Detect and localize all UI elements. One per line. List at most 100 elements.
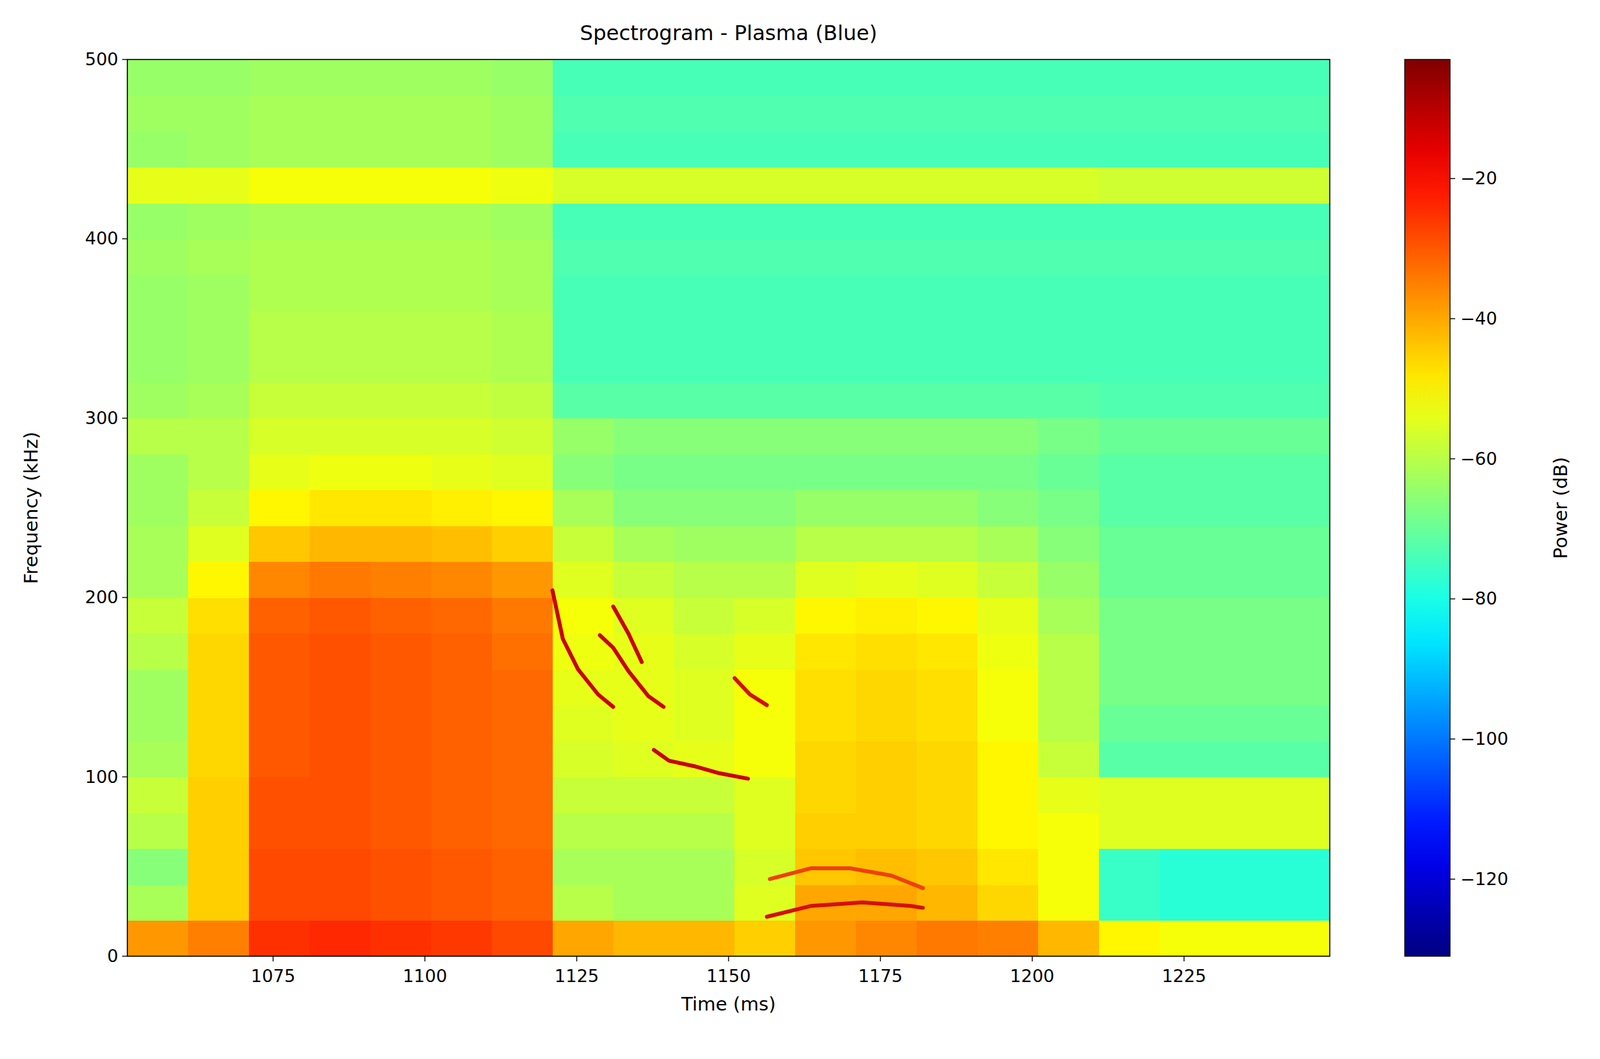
heat-cell	[309, 884, 372, 921]
heat-cell	[188, 777, 250, 814]
heat-cell	[734, 705, 796, 742]
heat-cell	[188, 59, 250, 96]
heat-cell	[613, 525, 675, 562]
y-tick	[122, 955, 128, 957]
heat-cell	[1038, 669, 1100, 706]
heat-cell	[1281, 238, 1330, 275]
heat-cell	[855, 777, 918, 814]
heat-cell	[1281, 131, 1330, 168]
x-tick	[1183, 956, 1185, 962]
heat-cell	[1038, 202, 1100, 240]
heat-cell	[1098, 453, 1161, 491]
heat-cell	[855, 705, 918, 742]
heat-cell	[188, 812, 250, 849]
heat-cell	[613, 382, 675, 419]
heat-cell	[431, 597, 493, 634]
heat-cell	[552, 848, 615, 886]
heat-cell	[916, 310, 979, 347]
heat-cell	[188, 166, 250, 203]
heat-cell	[1038, 95, 1100, 132]
heat-cell	[916, 525, 979, 562]
heat-cell	[552, 525, 615, 562]
heat-cell	[370, 884, 432, 921]
heat-cell	[734, 633, 796, 670]
trace	[769, 868, 924, 889]
y-tick	[122, 597, 128, 598]
heat-cell	[734, 525, 796, 562]
heat-cell	[431, 705, 493, 742]
heat-cell	[734, 346, 796, 383]
heat-cell	[795, 705, 857, 742]
heat-cell	[491, 346, 554, 383]
heat-cell	[1281, 633, 1330, 670]
x-axis-label: Time (ms)	[680, 992, 776, 1015]
heat-cell	[734, 418, 796, 455]
heat-cell	[552, 561, 615, 598]
heat-cell	[795, 274, 857, 311]
heat-cell	[552, 490, 615, 527]
heat-cell	[1098, 131, 1161, 168]
heat-cell	[1159, 884, 1222, 921]
heat-cell	[734, 848, 796, 886]
heat-cell	[431, 848, 493, 886]
heat-cell	[1281, 848, 1330, 886]
heat-cell	[431, 346, 493, 383]
heat-cell	[795, 812, 857, 849]
heat-cell	[248, 812, 311, 849]
heat-cell	[1281, 202, 1330, 240]
heat-cell	[795, 166, 857, 203]
heat-cell	[431, 274, 493, 311]
colorbar-tick	[1450, 178, 1456, 180]
heat-cell	[1220, 59, 1282, 96]
y-tick-label: 300	[84, 407, 119, 428]
heat-cell	[127, 777, 189, 814]
heat-cell	[673, 418, 736, 455]
heat-cell	[613, 202, 675, 240]
heat-cell	[1038, 848, 1100, 886]
heat-cell	[613, 597, 675, 634]
heat-cell	[491, 777, 554, 814]
heat-cell	[795, 131, 857, 168]
heat-cell	[309, 490, 372, 527]
plot-area	[127, 59, 1330, 957]
heat-cell	[613, 131, 675, 168]
heat-cell	[855, 633, 918, 670]
heat-cell	[855, 669, 918, 706]
heat-cell	[188, 453, 250, 491]
heat-cell	[734, 131, 796, 168]
heat-cell	[127, 346, 189, 383]
heat-cell	[491, 561, 554, 598]
heat-cell	[370, 848, 432, 886]
title: Spectrogram - Plasma (Blue)	[579, 20, 878, 46]
heat-cell	[127, 669, 189, 706]
heat-cell	[1220, 95, 1282, 132]
heat-cell	[1098, 740, 1161, 778]
heat-cell	[855, 525, 918, 562]
heat-cell	[248, 95, 311, 132]
x-tick	[727, 956, 729, 962]
heat-cell	[855, 453, 918, 491]
heat-cell	[855, 382, 918, 419]
x-tick	[272, 956, 274, 962]
heat-cell	[248, 382, 311, 419]
heat-cell	[188, 705, 250, 742]
heat-cell	[855, 238, 918, 275]
colorbar-tick-label: −120	[1460, 868, 1509, 889]
heat-cell	[491, 95, 554, 132]
heat-cell	[613, 59, 675, 96]
heat-cell	[431, 920, 493, 957]
heat-cell	[309, 274, 372, 311]
heat-cell	[734, 597, 796, 634]
heat-cell	[977, 490, 1039, 527]
heat-cell	[127, 848, 189, 886]
heat-cell	[1159, 310, 1222, 347]
heat-cell	[309, 740, 372, 778]
heat-cell	[1098, 310, 1161, 347]
heat-cell	[127, 310, 189, 347]
heat-cell	[491, 59, 554, 96]
heat-cell	[1281, 669, 1330, 706]
heat-cell	[1038, 238, 1100, 275]
heat-cell	[491, 274, 554, 311]
heat-cell	[248, 705, 311, 742]
heat-cell	[431, 166, 493, 203]
